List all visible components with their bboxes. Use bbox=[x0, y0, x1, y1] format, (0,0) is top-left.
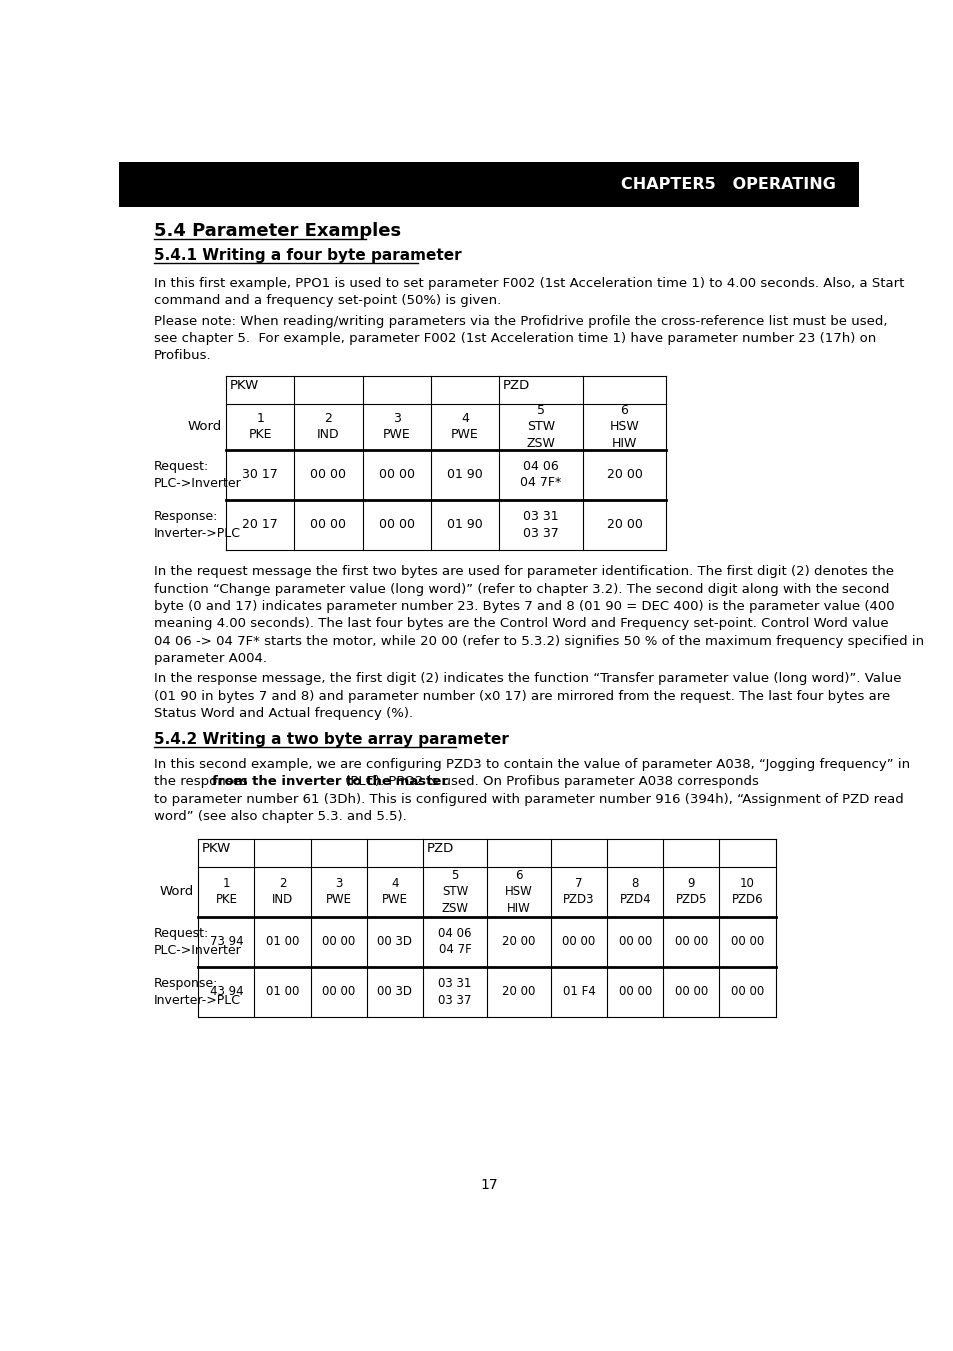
Text: 3
PWE: 3 PWE bbox=[325, 877, 352, 907]
Text: 03 31
03 37: 03 31 03 37 bbox=[522, 511, 558, 539]
Text: 5
STW
ZSW: 5 STW ZSW bbox=[526, 404, 555, 450]
Text: 73 94: 73 94 bbox=[210, 935, 243, 948]
Text: 5.4.1 Writing a four byte parameter: 5.4.1 Writing a four byte parameter bbox=[154, 247, 461, 263]
Text: 8
PZD4: 8 PZD4 bbox=[618, 877, 650, 907]
Text: 5.4.2 Writing a two byte array parameter: 5.4.2 Writing a two byte array parameter bbox=[154, 732, 509, 747]
Text: In this second example, we are configuring PZD3 to contain the value of paramete: In this second example, we are configuri… bbox=[154, 758, 909, 771]
Text: 4
PWE: 4 PWE bbox=[451, 412, 478, 442]
Text: 7
PZD3: 7 PZD3 bbox=[562, 877, 594, 907]
Text: 43 94: 43 94 bbox=[210, 985, 243, 998]
Text: CHAPTER5   OPERATING: CHAPTER5 OPERATING bbox=[620, 177, 835, 192]
Text: Request:
PLC->Inverter: Request: PLC->Inverter bbox=[154, 459, 242, 490]
Text: 01 F4: 01 F4 bbox=[562, 985, 595, 998]
Text: meaning 4.00 seconds). The last four bytes are the Control Word and Frequency se: meaning 4.00 seconds). The last four byt… bbox=[154, 617, 888, 630]
Text: In the response message, the first digit (2) indicates the function “Transfer pa: In the response message, the first digit… bbox=[154, 673, 901, 685]
Text: 00 00: 00 00 bbox=[562, 935, 595, 948]
Text: 20 17: 20 17 bbox=[242, 519, 278, 531]
Text: 03 31
03 37: 03 31 03 37 bbox=[437, 977, 471, 1006]
Text: to parameter number 61 (3Dh). This is configured with parameter number 916 (394h: to parameter number 61 (3Dh). This is co… bbox=[154, 793, 902, 805]
Text: 00 00: 00 00 bbox=[730, 985, 763, 998]
Text: Profibus.: Profibus. bbox=[154, 349, 212, 362]
Text: 01 00: 01 00 bbox=[266, 985, 299, 998]
Text: 00 00: 00 00 bbox=[310, 519, 346, 531]
Text: 04 06
04 7F: 04 06 04 7F bbox=[437, 927, 472, 957]
Text: 10
PZD6: 10 PZD6 bbox=[731, 877, 762, 907]
Text: 20 00: 20 00 bbox=[501, 935, 535, 948]
Text: 00 00: 00 00 bbox=[378, 469, 415, 481]
Text: (PLC). PPO2 is used. On Profibus parameter A038 corresponds: (PLC). PPO2 is used. On Profibus paramet… bbox=[340, 775, 758, 789]
Text: 3
PWE: 3 PWE bbox=[382, 412, 410, 442]
Text: Word: Word bbox=[159, 885, 193, 898]
Text: 20 00: 20 00 bbox=[606, 469, 641, 481]
Text: 00 00: 00 00 bbox=[730, 935, 763, 948]
Text: word” (see also chapter 5.3. and 5.5).: word” (see also chapter 5.3. and 5.5). bbox=[154, 811, 406, 823]
Text: PKW: PKW bbox=[230, 378, 259, 392]
Text: 01 00: 01 00 bbox=[266, 935, 299, 948]
Text: parameter A004.: parameter A004. bbox=[154, 651, 267, 665]
Text: PZD: PZD bbox=[502, 378, 530, 392]
Text: 5.4 Parameter Examples: 5.4 Parameter Examples bbox=[154, 222, 401, 239]
Text: 00 3D: 00 3D bbox=[377, 985, 412, 998]
Text: from the inverter to the master: from the inverter to the master bbox=[212, 775, 448, 789]
Text: Response:
Inverter->PLC: Response: Inverter->PLC bbox=[154, 509, 241, 540]
Text: PKW: PKW bbox=[202, 842, 232, 855]
Text: the responses: the responses bbox=[154, 775, 252, 789]
Text: 00 00: 00 00 bbox=[674, 985, 707, 998]
Text: 00 00: 00 00 bbox=[618, 935, 651, 948]
Text: 20 00: 20 00 bbox=[606, 519, 641, 531]
Text: 30 17: 30 17 bbox=[242, 469, 278, 481]
Text: 2
IND: 2 IND bbox=[316, 412, 339, 442]
Text: Response:
Inverter->PLC: Response: Inverter->PLC bbox=[154, 977, 241, 1006]
Text: In this first example, PPO1 is used to set parameter F002 (1st Acceleration time: In this first example, PPO1 is used to s… bbox=[154, 277, 903, 290]
Text: 00 00: 00 00 bbox=[322, 985, 355, 998]
Text: Word: Word bbox=[187, 420, 221, 434]
Text: 5
STW
ZSW: 5 STW ZSW bbox=[441, 869, 468, 915]
Text: command and a frequency set-point (50%) is given.: command and a frequency set-point (50%) … bbox=[154, 295, 501, 307]
Text: 6
HSW
HIW: 6 HSW HIW bbox=[609, 404, 639, 450]
Text: 00 00: 00 00 bbox=[674, 935, 707, 948]
Text: 2
IND: 2 IND bbox=[272, 877, 293, 907]
Text: 00 00: 00 00 bbox=[618, 985, 651, 998]
Text: 6
HSW
HIW: 6 HSW HIW bbox=[504, 869, 533, 915]
Text: 1
PKE: 1 PKE bbox=[215, 877, 237, 907]
Text: function “Change parameter value (long word)” (refer to chapter 3.2). The second: function “Change parameter value (long w… bbox=[154, 582, 889, 596]
Text: byte (0 and 17) indicates parameter number 23. Bytes 7 and 8 (01 90 = DEC 400) i: byte (0 and 17) indicates parameter numb… bbox=[154, 600, 894, 613]
Text: 00 00: 00 00 bbox=[310, 469, 346, 481]
Text: 01 90: 01 90 bbox=[447, 519, 482, 531]
Text: Please note: When reading/writing parameters via the Profidrive profile the cros: Please note: When reading/writing parame… bbox=[154, 315, 886, 327]
Text: 00 00: 00 00 bbox=[378, 519, 415, 531]
Text: 01 90: 01 90 bbox=[447, 469, 482, 481]
Text: 1
PKE: 1 PKE bbox=[249, 412, 272, 442]
Text: see chapter 5.  For example, parameter F002 (1st Acceleration time 1) have param: see chapter 5. For example, parameter F0… bbox=[154, 332, 876, 345]
Text: 4
PWE: 4 PWE bbox=[381, 877, 408, 907]
Text: In the request message the first two bytes are used for parameter identification: In the request message the first two byt… bbox=[154, 565, 893, 578]
Text: 04 06
04 7F*: 04 06 04 7F* bbox=[519, 459, 561, 489]
Text: 9
PZD5: 9 PZD5 bbox=[675, 877, 706, 907]
Text: 04 06 -> 04 7F* starts the motor, while 20 00 (refer to 5.3.2) signifies 50 % of: 04 06 -> 04 7F* starts the motor, while … bbox=[154, 635, 923, 647]
FancyBboxPatch shape bbox=[119, 162, 858, 207]
Text: 00 00: 00 00 bbox=[322, 935, 355, 948]
Text: PZD: PZD bbox=[427, 842, 454, 855]
Text: (01 90 in bytes 7 and 8) and parameter number (x0 17) are mirrored from the requ: (01 90 in bytes 7 and 8) and parameter n… bbox=[154, 689, 889, 703]
Text: 00 3D: 00 3D bbox=[377, 935, 412, 948]
Text: 20 00: 20 00 bbox=[501, 985, 535, 998]
Text: Request:
PLC->Inverter: Request: PLC->Inverter bbox=[154, 927, 242, 957]
Text: Status Word and Actual frequency (%).: Status Word and Actual frequency (%). bbox=[154, 707, 413, 720]
Text: 17: 17 bbox=[479, 1178, 497, 1193]
